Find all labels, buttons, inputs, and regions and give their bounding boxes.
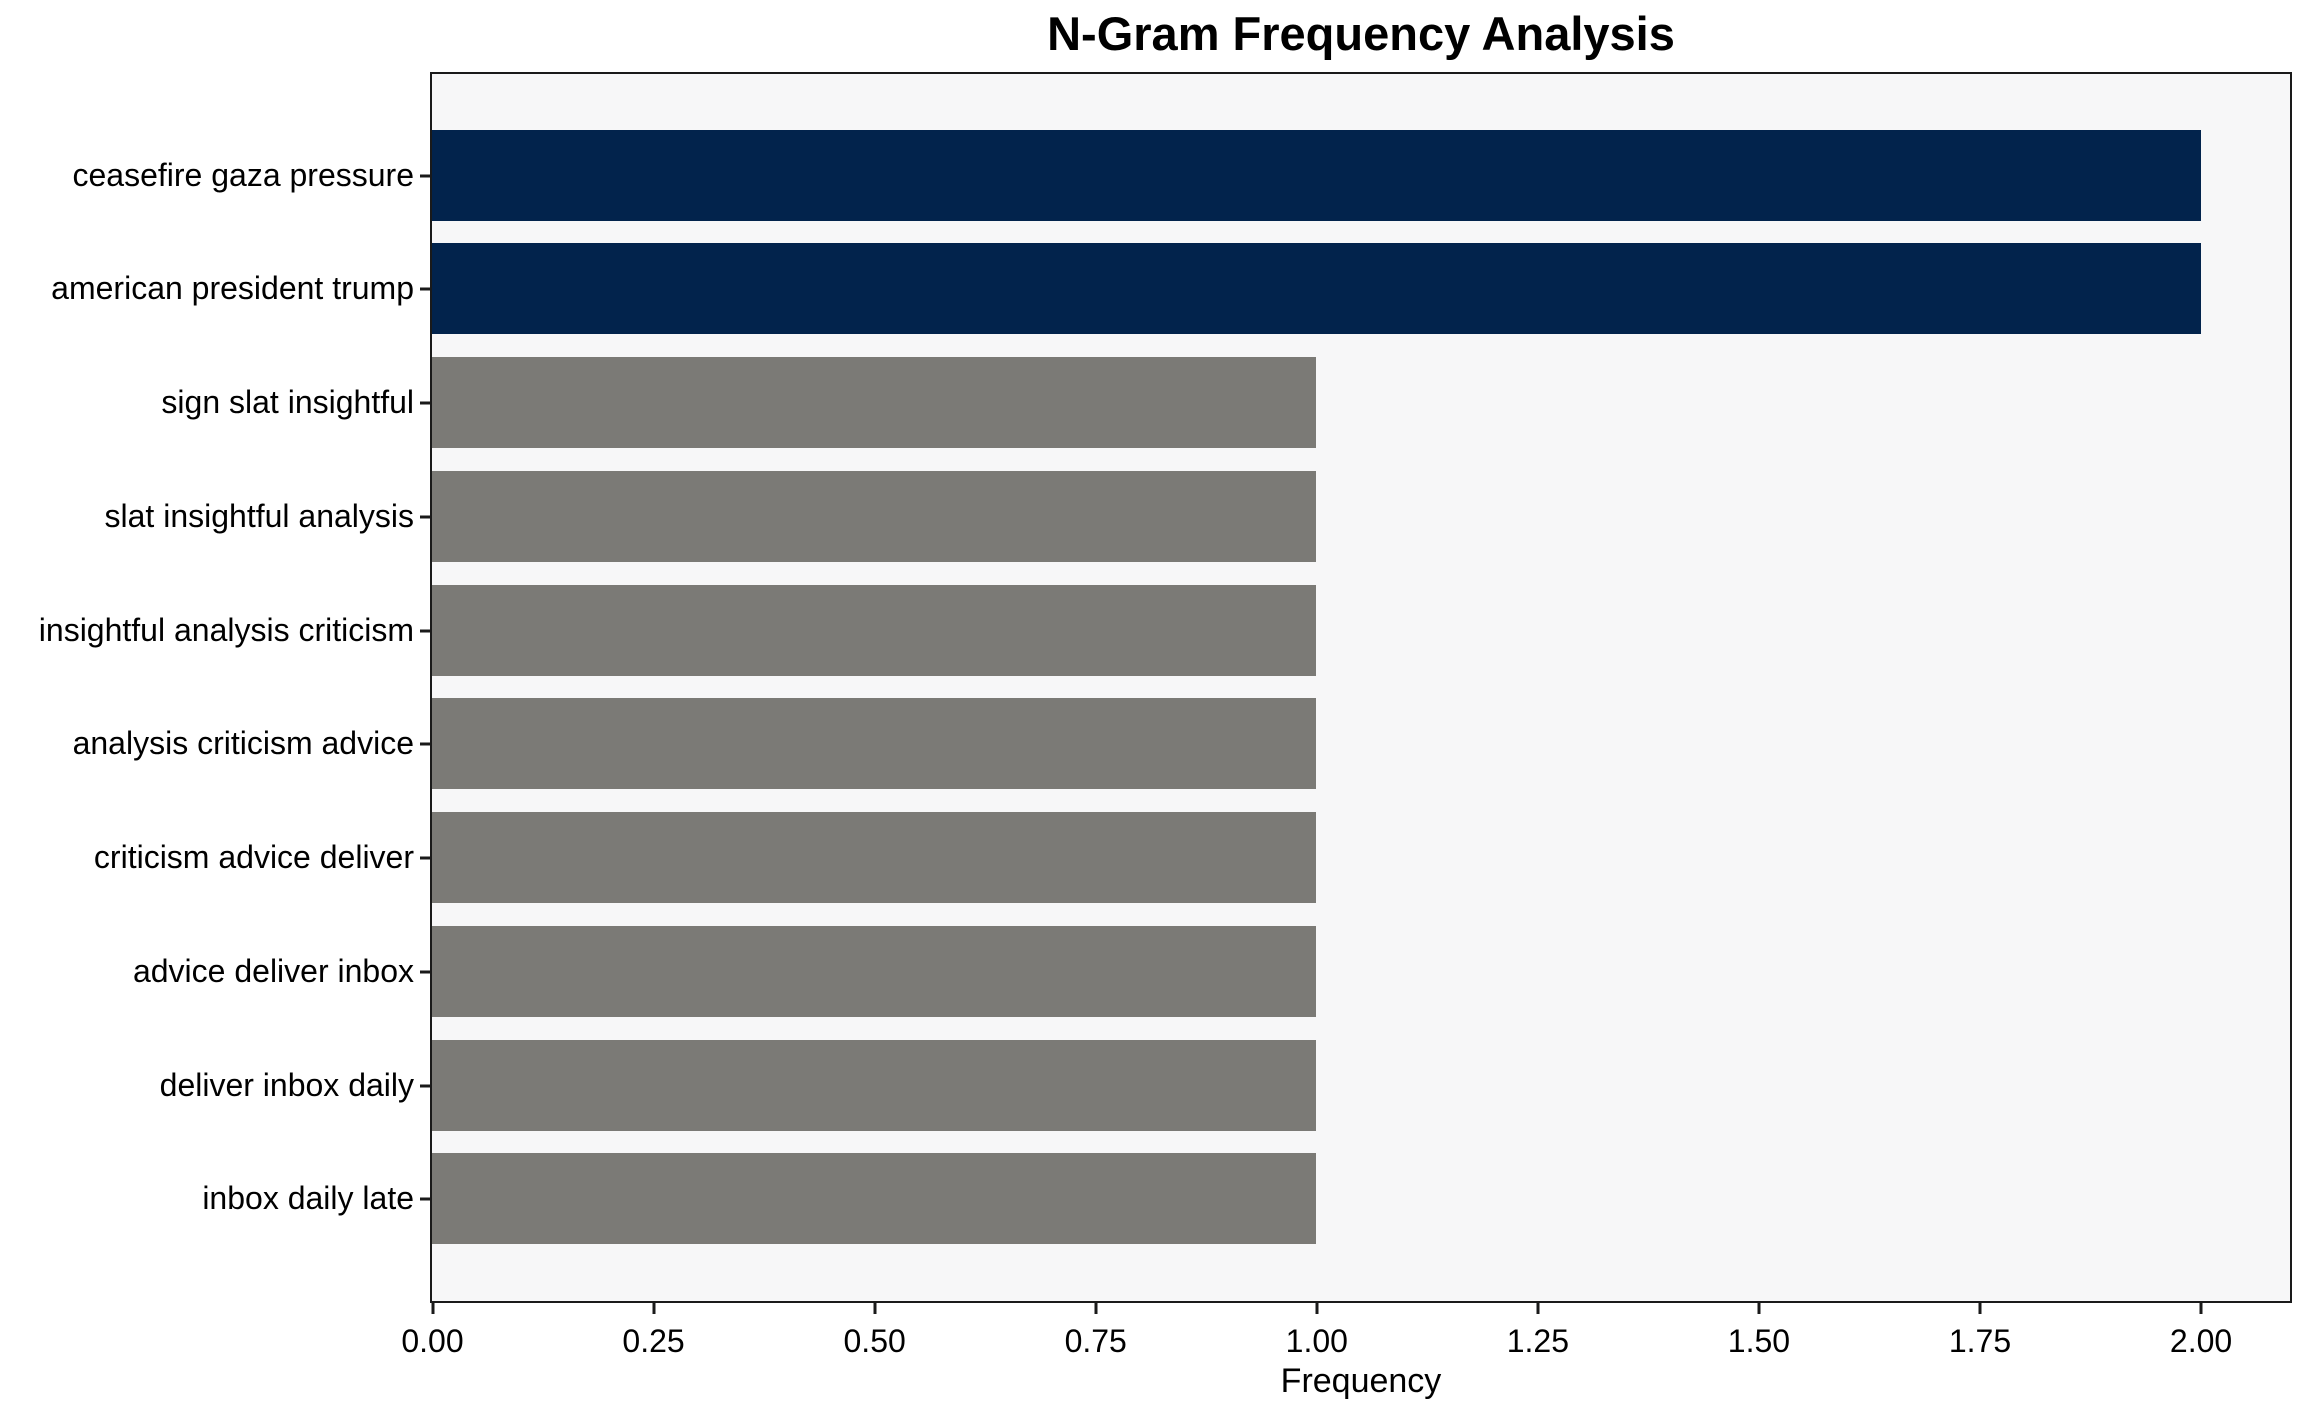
y-tick-mark: [420, 629, 430, 633]
y-tick-label: ceasefire gaza pressure: [72, 156, 414, 193]
y-tick-label: advice deliver inbox: [132, 952, 414, 989]
bar-ceasefire-gaza-pressure: [432, 129, 2201, 221]
x-tick-label: 1.00: [1285, 1323, 1348, 1359]
y-tick-mark: [420, 287, 430, 291]
y-tick-label: analysis criticism advice: [72, 725, 414, 762]
x-tick-mark: [1536, 1303, 1540, 1314]
chart-title: N-Gram Frequency Analysis: [1047, 7, 1675, 60]
bar-american-president-trump: [432, 243, 2201, 335]
x-tick-label: 0.00: [401, 1323, 464, 1359]
y-tick-mark: [420, 401, 430, 405]
bar-slat-insightful-analysis: [432, 470, 1317, 562]
x-tick-mark: [652, 1303, 656, 1314]
plot-area: [430, 72, 2292, 1303]
bar-deliver-inbox-daily: [432, 1039, 1317, 1131]
x-tick-mark: [1757, 1303, 1761, 1314]
x-tick-mark: [1094, 1303, 1098, 1314]
x-tick-label: 0.25: [622, 1323, 685, 1359]
bar-sign-slat-insightful: [432, 357, 1317, 449]
bar-inbox-daily-late: [432, 1153, 1317, 1245]
y-tick-mark: [420, 1197, 430, 1201]
x-tick-label: 1.75: [1948, 1323, 2012, 1359]
y-tick-mark: [420, 174, 430, 178]
bar-insightful-analysis-criticism: [432, 584, 1317, 676]
x-tick-mark: [1978, 1303, 1982, 1314]
x-tick-mark: [1315, 1303, 1319, 1314]
bar-criticism-advice-deliver: [432, 812, 1317, 904]
y-tick-mark: [420, 970, 430, 974]
x-tick-mark: [873, 1303, 877, 1314]
y-tick-mark: [420, 1084, 430, 1088]
y-tick-label: insightful analysis criticism: [38, 611, 414, 648]
y-tick-label: sign slat insightful: [161, 383, 414, 420]
y-tick-mark: [420, 856, 430, 860]
x-tick-label: 1.25: [1506, 1323, 1569, 1359]
x-tick-label: 1.50: [1727, 1323, 1791, 1359]
y-tick-label: deliver inbox daily: [159, 1066, 414, 1103]
y-tick-label: inbox daily late: [202, 1180, 414, 1217]
x-tick-mark: [431, 1303, 434, 1314]
bar-analysis-criticism-advice: [432, 698, 1317, 790]
x-tick-label: 0.75: [1064, 1323, 1127, 1359]
y-tick-label: american president trump: [51, 270, 414, 307]
bar-advice-deliver-inbox: [432, 925, 1317, 1017]
x-tick-label: 0.50: [843, 1323, 906, 1359]
x-tick-label: 2.00: [2169, 1323, 2233, 1359]
x-axis-label: Frequency: [1280, 1362, 1442, 1400]
x-tick-mark: [2199, 1303, 2203, 1314]
y-tick-label: slat insightful analysis: [104, 497, 414, 534]
y-tick-label: criticism advice deliver: [93, 838, 414, 875]
y-tick-mark: [420, 515, 430, 519]
y-tick-mark: [420, 742, 430, 746]
